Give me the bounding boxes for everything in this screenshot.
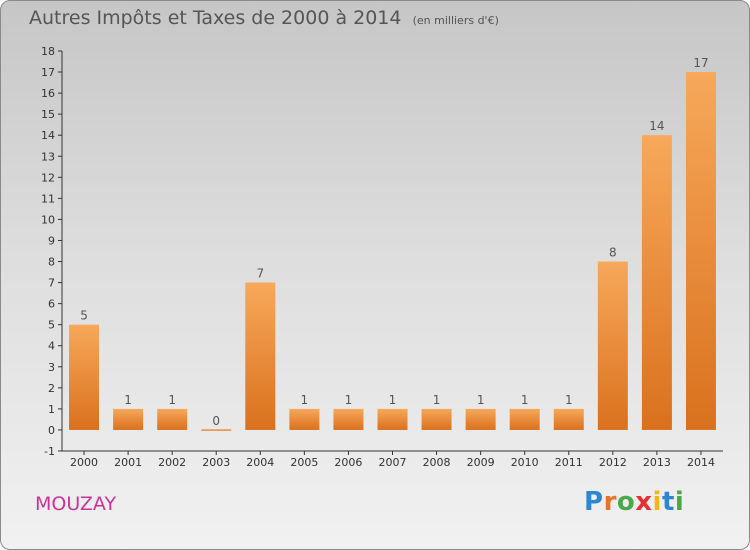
data-label-2013: 14 xyxy=(649,119,664,133)
logo-letter: o xyxy=(616,487,636,517)
y-tick-label: 1 xyxy=(48,403,55,416)
x-tick-label: 2009 xyxy=(467,456,495,469)
bar-2007 xyxy=(377,408,408,430)
y-tick-label: 18 xyxy=(41,45,55,58)
y-tick-label: 7 xyxy=(48,277,55,290)
data-label-2014: 17 xyxy=(693,56,708,70)
chart-title-unit: (en milliers d'€) xyxy=(412,14,499,27)
bar-2014 xyxy=(685,72,716,430)
x-tick-label: 2011 xyxy=(555,456,583,469)
data-label-2007: 1 xyxy=(389,393,397,407)
data-label-2006: 1 xyxy=(345,393,353,407)
proxiti-logo[interactable]: Proxiti xyxy=(584,487,684,517)
data-label-2001: 1 xyxy=(124,393,132,407)
y-tick-label: 12 xyxy=(41,171,55,184)
chart-title-main: Autres Impôts et Taxes de 2000 à 2014 xyxy=(29,7,402,29)
x-tick-label: 2000 xyxy=(70,456,98,469)
y-tick-label: 6 xyxy=(48,298,55,311)
x-tick-label: 2008 xyxy=(423,456,451,469)
bar-2003 xyxy=(201,429,232,431)
data-label-2008: 1 xyxy=(433,393,441,407)
data-label-2012: 8 xyxy=(609,246,617,260)
logo-letter: P xyxy=(584,487,604,517)
bar-2009 xyxy=(465,408,496,430)
y-tick-label: 9 xyxy=(48,234,55,247)
y-tick-label: 14 xyxy=(41,129,55,142)
data-label-2011: 1 xyxy=(565,393,573,407)
x-tick-label: 2003 xyxy=(202,456,230,469)
y-tick-label: 5 xyxy=(48,319,55,332)
commune-name: MOUZAY xyxy=(35,493,117,515)
bar-2011 xyxy=(553,408,584,430)
logo-letter: r xyxy=(603,487,617,517)
x-tick-label: 2010 xyxy=(511,456,539,469)
bar-2002 xyxy=(157,408,188,430)
x-tick-label: 2004 xyxy=(246,456,274,469)
data-label-2002: 1 xyxy=(168,393,176,407)
data-label-2010: 1 xyxy=(521,393,529,407)
data-label-2003: 0 xyxy=(212,414,220,428)
x-tick-label: 2006 xyxy=(334,456,362,469)
logo-letter: x xyxy=(635,487,653,517)
bar-2012 xyxy=(597,261,628,430)
y-tick-label: 16 xyxy=(41,87,55,100)
x-tick-label: 2013 xyxy=(643,456,671,469)
data-label-2004: 7 xyxy=(256,267,264,281)
y-tick-label: 15 xyxy=(41,108,55,121)
y-tick-label: 3 xyxy=(48,361,55,374)
bar-2008 xyxy=(421,408,452,430)
bar-2013 xyxy=(641,135,672,430)
logo-letter: t xyxy=(661,487,675,517)
data-label-2000: 5 xyxy=(80,309,88,323)
data-label-2009: 1 xyxy=(477,393,485,407)
x-tick-label: 2014 xyxy=(687,456,715,469)
bar-2001 xyxy=(113,408,144,430)
y-tick-label: 2 xyxy=(48,382,55,395)
y-tick-label: 8 xyxy=(48,256,55,269)
x-tick-label: 2005 xyxy=(290,456,318,469)
y-tick-label: 0 xyxy=(48,424,55,437)
bar-2004 xyxy=(245,282,276,430)
x-tick-label: 2002 xyxy=(158,456,186,469)
x-tick-label: 2001 xyxy=(114,456,142,469)
bar-2000 xyxy=(69,324,100,430)
y-tick-label: 10 xyxy=(41,213,55,226)
y-tick-label: 11 xyxy=(41,192,55,205)
logo-letter: i xyxy=(652,487,662,517)
x-tick-label: 2012 xyxy=(599,456,627,469)
x-tick-label: 2007 xyxy=(379,456,407,469)
bar-2005 xyxy=(289,408,320,430)
y-tick-label: 13 xyxy=(41,150,55,163)
chart-title: Autres Impôts et Taxes de 2000 à 2014 (e… xyxy=(29,7,499,29)
y-tick-label: 17 xyxy=(41,66,55,79)
bar-2010 xyxy=(509,408,540,430)
y-tick-label: -1 xyxy=(44,445,55,458)
data-label-2005: 1 xyxy=(301,393,309,407)
bar-2006 xyxy=(333,408,364,430)
logo-letter: i xyxy=(674,487,685,517)
y-tick-label: 4 xyxy=(48,340,55,353)
